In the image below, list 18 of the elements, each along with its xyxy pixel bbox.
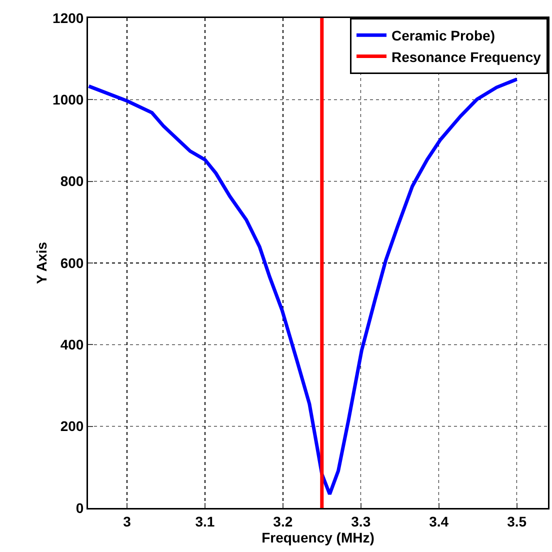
- y-tick-label: 1000: [52, 92, 84, 108]
- x-tick-label: 3: [123, 513, 132, 530]
- y-tick-label: 0: [76, 500, 84, 516]
- x-axis-title: Frequency (MHz): [262, 529, 374, 546]
- y-axis-title: Y Axis: [33, 242, 50, 284]
- line-series: [88, 78, 519, 496]
- x-tick-label: 3.3: [351, 513, 371, 530]
- legend-label: Ceramic Probe): [392, 28, 495, 44]
- x-tick-label: 3.1: [195, 513, 215, 530]
- y-tick-label: 400: [60, 336, 84, 353]
- x-tick-label: 3.4: [429, 513, 449, 530]
- y-tick-label: 1200: [52, 10, 84, 26]
- y-tick-label: 800: [60, 173, 84, 190]
- y-tick-label: 600: [60, 254, 84, 271]
- x-tick-label: 3.2: [273, 513, 293, 530]
- y-tick-label: 200: [60, 418, 84, 434]
- x-tick-label: 3.5: [507, 513, 527, 530]
- legend-label: Resonance Frequency: [392, 48, 542, 65]
